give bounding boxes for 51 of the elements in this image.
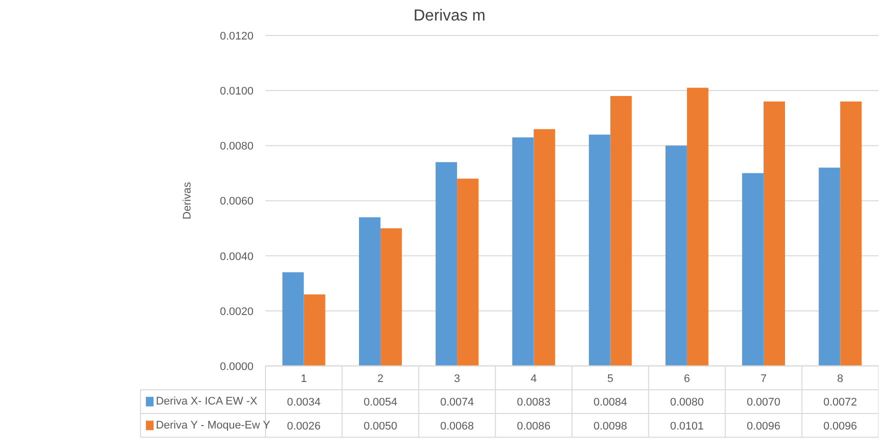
- x-tick-label: 3: [454, 372, 460, 385]
- x-tick-label: 5: [607, 372, 614, 385]
- legend-label: Deriva X- ICA EW -X: [156, 396, 258, 408]
- data-label: 0.0086: [516, 420, 551, 432]
- y-axis-title: Derivas: [182, 182, 194, 220]
- data-label: 0.0054: [364, 396, 398, 409]
- bar: [588, 134, 610, 366]
- data-label: 0.0050: [364, 420, 398, 432]
- y-tick-label: 0.0100: [220, 86, 254, 98]
- bar: [686, 88, 708, 366]
- bar: [764, 102, 786, 366]
- data-label: 0.0084: [593, 396, 628, 409]
- data-label: 0.0101: [670, 420, 704, 432]
- x-tick-label: 7: [760, 372, 767, 385]
- x-tick-label: 4: [530, 372, 537, 385]
- y-tick-label: 0.0000: [220, 360, 254, 373]
- bar: [665, 146, 687, 366]
- x-tick-label: 8: [837, 372, 844, 385]
- data-label: 0.0098: [593, 420, 628, 432]
- y-tick-label: 0.0060: [220, 196, 254, 208]
- bar: [818, 168, 840, 366]
- data-label: 0.0080: [670, 396, 704, 409]
- bar: [282, 272, 304, 366]
- data-label: 0.0070: [746, 396, 780, 409]
- bar: [457, 178, 479, 366]
- data-label: 0.0072: [823, 396, 858, 409]
- bar: [534, 129, 556, 366]
- bar: [840, 102, 862, 366]
- y-tick-label: 0.0080: [220, 140, 254, 153]
- data-label: 0.0096: [823, 420, 858, 432]
- x-tick-label: 2: [377, 372, 384, 385]
- y-tick-label: 0.0120: [220, 30, 254, 42]
- data-label: 0.0068: [440, 420, 474, 432]
- bar: [358, 217, 380, 366]
- bar: [610, 96, 632, 366]
- y-tick-label: 0.0040: [220, 250, 254, 263]
- data-label: 0.0074: [440, 396, 474, 409]
- legend-label: Deriva Y - Moque-Ew Y: [156, 419, 271, 432]
- data-label: 0.0096: [746, 420, 780, 432]
- x-tick-label: 1: [300, 372, 307, 385]
- bar: [304, 294, 326, 366]
- data-label: 0.0083: [516, 396, 551, 409]
- data-label: 0.0034: [286, 396, 321, 409]
- x-tick-label: 6: [684, 372, 690, 385]
- bar: [512, 137, 534, 366]
- bar: [436, 162, 458, 366]
- chart-title: Derivas m: [413, 8, 486, 24]
- y-tick-label: 0.0020: [220, 306, 254, 318]
- bar: [742, 173, 764, 366]
- data-label: 0.0026: [286, 420, 321, 432]
- bar: [380, 228, 402, 366]
